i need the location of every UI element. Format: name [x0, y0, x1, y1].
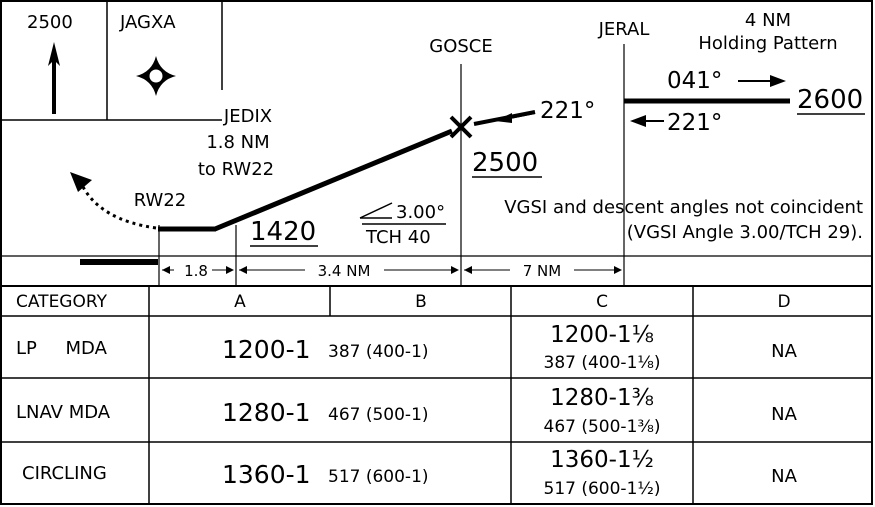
row-ab-sub: 387 (400-1) — [328, 342, 429, 362]
distance-segment-3: 7 NM — [523, 262, 561, 280]
jedix-reference: to RW22 — [198, 159, 274, 180]
minimums-table-grid — [1, 286, 873, 505]
runway-label: RW22 — [134, 190, 186, 211]
holding-outbound-arrow-icon — [738, 75, 786, 87]
row-c-sub: 467 (500-1⅜) — [544, 417, 661, 437]
row-category: CIRCLING — [22, 463, 107, 484]
row-d: NA — [771, 404, 797, 425]
row-d: NA — [771, 341, 797, 362]
row-ab-main: 1360-1 — [222, 460, 311, 489]
glide-angle-icon — [359, 202, 393, 219]
holding-altitude: 2600 — [797, 85, 863, 115]
gosce-label: GOSCE — [429, 36, 492, 57]
row-ab-sub: 517 (600-1) — [328, 467, 429, 487]
row-c-main: 1360-1½ — [550, 447, 654, 473]
profile-course: 221° — [540, 98, 595, 124]
row-c-sub: 387 (400-1⅛) — [544, 353, 661, 373]
header-d: D — [777, 292, 790, 312]
jedix-altitude: 1420 — [250, 217, 316, 247]
jedix-label: JEDIX — [223, 106, 272, 127]
row-c-sub: 517 (600-1½) — [544, 479, 661, 499]
course-arrow-icon — [495, 112, 536, 123]
row-c-main: 1200-1⅛ — [550, 322, 654, 348]
vgsi-note-line2: (VGSI Angle 3.00/TCH 29). — [627, 222, 863, 243]
holding-title-line2: Holding Pattern — [698, 33, 837, 54]
distance-segment-1: 1.8 — [184, 262, 208, 280]
missed-approach-arrow — [70, 172, 157, 230]
final-approach-fix-icon — [449, 115, 473, 139]
jeral-label: JERAL — [598, 19, 650, 40]
row-ab-sub: 467 (500-1) — [328, 405, 429, 425]
header-category: CATEGORY — [16, 292, 108, 312]
row-category: LNAV MDA — [16, 402, 111, 423]
row-category: LP MDA — [16, 338, 108, 359]
msa-altitude: 2500 — [27, 12, 73, 33]
holding-outbound-course: 221° — [667, 110, 722, 136]
gosce-altitude: 2500 — [472, 148, 538, 178]
iaf-name: JAGXA — [119, 12, 176, 33]
waypoint-star-icon — [136, 56, 176, 96]
row-ab-main: 1280-1 — [222, 398, 311, 427]
holding-inbound-course: 041° — [667, 68, 722, 94]
header-a: A — [234, 292, 246, 312]
jedix-distance: 1.8 NM — [206, 132, 269, 153]
row-c-main: 1280-1⅜ — [550, 385, 654, 411]
row-d: NA — [771, 466, 797, 487]
row-ab-main: 1200-1 — [222, 335, 311, 364]
north-arrow-icon — [48, 42, 60, 114]
vgsi-note-line1: VGSI and descent angles not coincident — [504, 197, 863, 218]
header-b: B — [415, 292, 427, 312]
glide-angle: 3.00° — [396, 202, 445, 223]
holding-title-line1: 4 NM — [745, 10, 791, 31]
threshold-crossing-height: TCH 40 — [365, 227, 431, 248]
header-c: C — [596, 292, 608, 312]
holding-inbound-arrow-icon — [630, 115, 664, 127]
distance-segment-2: 3.4 NM — [318, 262, 371, 280]
distance-scale — [162, 266, 622, 274]
